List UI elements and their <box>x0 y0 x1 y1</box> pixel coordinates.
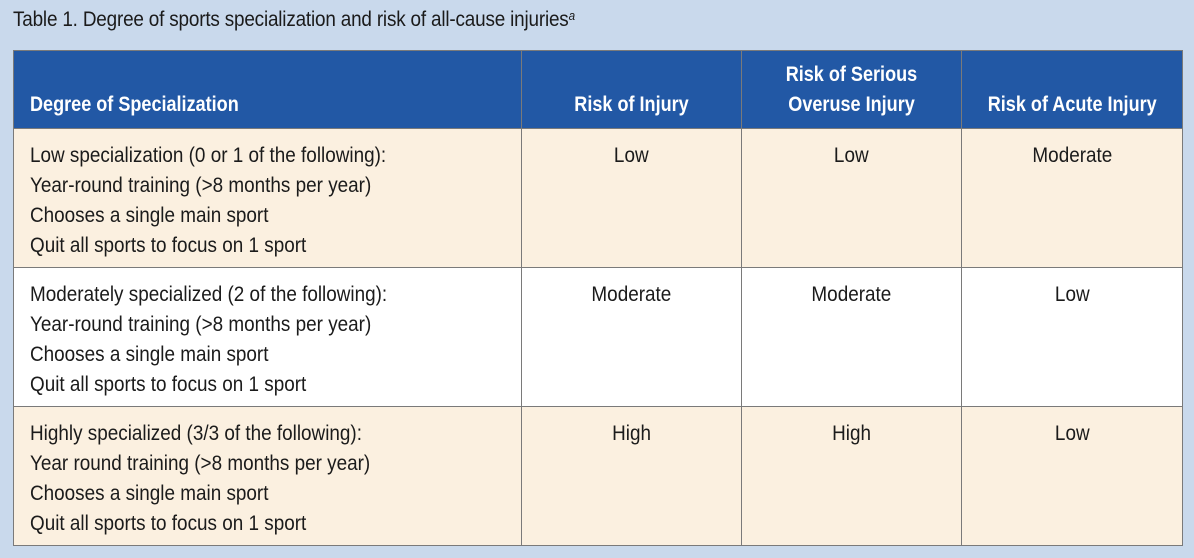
degree-line: Year round training (>8 months per year) <box>30 452 371 475</box>
degree-line: Quit all sports to focus on 1 sport <box>30 512 307 535</box>
table-row-moderate: Moderately specialized (2 of the followi… <box>13 267 1183 407</box>
risk-injury-cell: High <box>521 406 742 546</box>
risk-injury-cell: Low <box>521 128 742 268</box>
table-row-low: Low specialization (0 or 1 of the follow… <box>13 128 1183 268</box>
risk-overuse-cell: High <box>741 406 962 546</box>
header-degree: Degree of Specialization <box>13 50 522 129</box>
degree-cell: Low specialization (0 or 1 of the follow… <box>13 128 522 268</box>
degree-line: Quit all sports to focus on 1 sport <box>30 373 307 396</box>
degree-line: Highly specialized (3/3 of the following… <box>30 422 362 445</box>
risk-overuse-cell: Low <box>741 128 962 268</box>
risk-overuse-cell: Moderate <box>741 267 962 407</box>
degree-line: Quit all sports to focus on 1 sport <box>30 234 307 257</box>
degree-line: Year-round training (>8 months per year) <box>30 174 372 197</box>
degree-line: Year-round training (>8 months per year) <box>30 313 372 336</box>
specialization-risk-table: Degree of Specialization Risk of Injury … <box>13 50 1183 546</box>
degree-line: Low specialization (0 or 1 of the follow… <box>30 144 387 167</box>
risk-injury-cell: Moderate <box>521 267 742 407</box>
degree-line: Moderately specialized (2 of the followi… <box>30 283 388 306</box>
table-header-row: Degree of Specialization Risk of Injury … <box>13 50 1183 129</box>
risk-acute-cell: Low <box>961 406 1183 546</box>
caption-text: Table 1. Degree of sports specialization… <box>13 8 569 31</box>
header-risk-overuse: Risk of Serious Overuse Injury <box>741 50 962 129</box>
header-risk-acute: Risk of Acute Injury <box>961 50 1183 129</box>
table-row-high: Highly specialized (3/3 of the following… <box>13 406 1183 546</box>
risk-acute-cell: Moderate <box>961 128 1183 268</box>
degree-line: Chooses a single main sport <box>30 204 269 227</box>
degree-line: Chooses a single main sport <box>30 482 269 505</box>
degree-line: Chooses a single main sport <box>30 343 269 366</box>
degree-cell: Moderately specialized (2 of the followi… <box>13 267 522 407</box>
table-caption: Table 1. Degree of sports specialization… <box>13 8 575 32</box>
degree-cell: Highly specialized (3/3 of the following… <box>13 406 522 546</box>
header-risk-injury: Risk of Injury <box>521 50 742 129</box>
caption-footnote-marker: a <box>568 8 576 23</box>
risk-acute-cell: Low <box>961 267 1183 407</box>
